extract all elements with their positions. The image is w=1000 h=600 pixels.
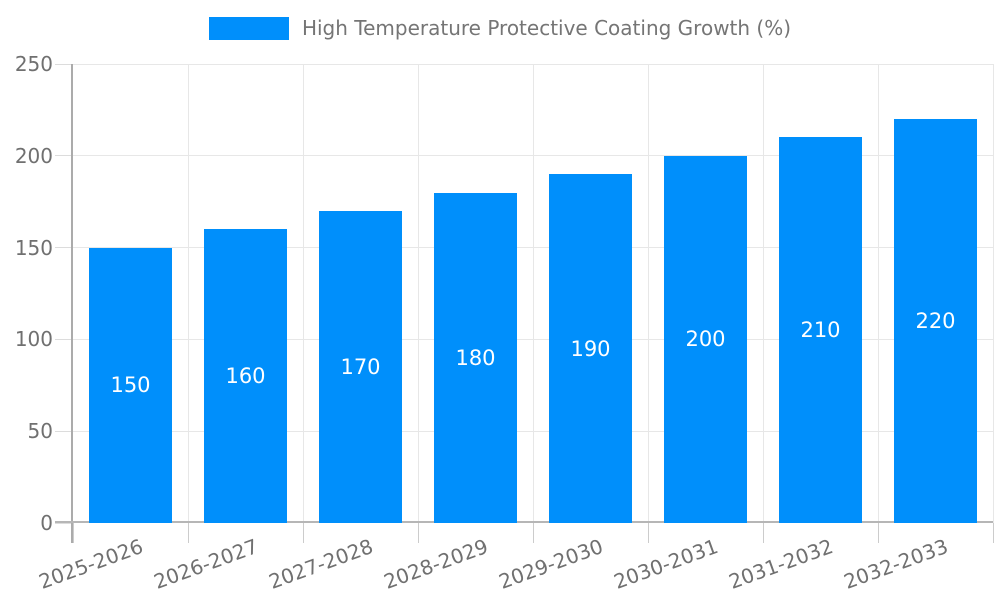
x-axis-tick <box>187 523 189 543</box>
x-axis-tick <box>302 523 304 543</box>
bar-2032-2033[interactable]: 220 <box>894 119 977 523</box>
x-axis-tick <box>762 523 764 543</box>
y-axis-tick <box>55 522 73 524</box>
x-tick-label: 2026-2027 <box>151 534 262 594</box>
x-axis-tick <box>532 523 534 543</box>
bar-2027-2028[interactable]: 170 <box>319 210 402 523</box>
bar-value-label: 170 <box>340 354 381 379</box>
bar-2031-2032[interactable]: 210 <box>779 137 862 523</box>
legend-item-series-1[interactable]: High Temperature Protective Coating Grow… <box>208 16 792 40</box>
y-axis-tick <box>55 430 73 432</box>
y-axis-tick <box>55 338 73 340</box>
x-axis-tick <box>417 523 419 543</box>
y-tick-label: 0 <box>40 511 53 535</box>
y-axis-tick <box>55 247 73 249</box>
gridline-vertical <box>762 64 764 523</box>
bar-2028-2029[interactable]: 180 <box>434 192 517 523</box>
gridline-vertical <box>187 64 189 523</box>
x-tick-label: 2031-2032 <box>726 534 837 594</box>
x-tick-label: 2027-2028 <box>266 534 377 594</box>
bar-value-label: 190 <box>570 336 611 361</box>
bar-2025-2026[interactable]: 150 <box>89 247 172 523</box>
y-tick-label: 150 <box>14 235 53 260</box>
y-axis-line <box>71 64 73 543</box>
bar-value-label: 180 <box>455 345 496 370</box>
chart-legend: High Temperature Protective Coating Grow… <box>0 16 1000 40</box>
x-axis-tick <box>647 523 649 543</box>
y-axis-tick <box>55 63 73 65</box>
x-axis-tick <box>992 523 994 543</box>
gridline-vertical <box>992 64 994 523</box>
x-tick-label: 2032-2033 <box>841 534 952 594</box>
y-tick-label: 100 <box>14 327 53 352</box>
bar-2026-2027[interactable]: 160 <box>204 229 287 523</box>
gridline-vertical <box>302 64 304 523</box>
y-tick-label: 250 <box>14 52 53 76</box>
bar-value-label: 160 <box>225 364 266 389</box>
y-axis-tick <box>55 155 73 157</box>
x-tick-label: 2025-2026 <box>36 534 147 594</box>
bar-2030-2031[interactable]: 200 <box>664 155 747 523</box>
gridline-vertical <box>877 64 879 523</box>
x-tick-label: 2029-2030 <box>496 534 607 594</box>
y-tick-label: 200 <box>14 143 53 168</box>
plot-area: 150 160 170 180 190 200 210 220 <box>55 63 994 543</box>
bar-value-label: 150 <box>110 373 151 398</box>
bar-value-label: 220 <box>915 309 956 334</box>
bar-value-label: 210 <box>800 318 841 343</box>
x-axis-line <box>55 521 993 523</box>
x-tick-label: 2028-2029 <box>381 534 492 594</box>
legend-swatch-icon <box>208 16 289 40</box>
y-tick-label: 50 <box>27 419 53 444</box>
legend-series-label: High Temperature Protective Coating Grow… <box>301 16 792 40</box>
gridline-vertical <box>417 64 419 523</box>
gridline-vertical <box>532 64 534 523</box>
bar-2029-2030[interactable]: 190 <box>549 174 632 523</box>
gridline-vertical <box>647 64 649 523</box>
x-axis-tick <box>72 523 74 543</box>
x-tick-label: 2030-2031 <box>611 534 722 594</box>
bar-value-label: 200 <box>685 327 726 352</box>
x-axis-tick <box>877 523 879 543</box>
